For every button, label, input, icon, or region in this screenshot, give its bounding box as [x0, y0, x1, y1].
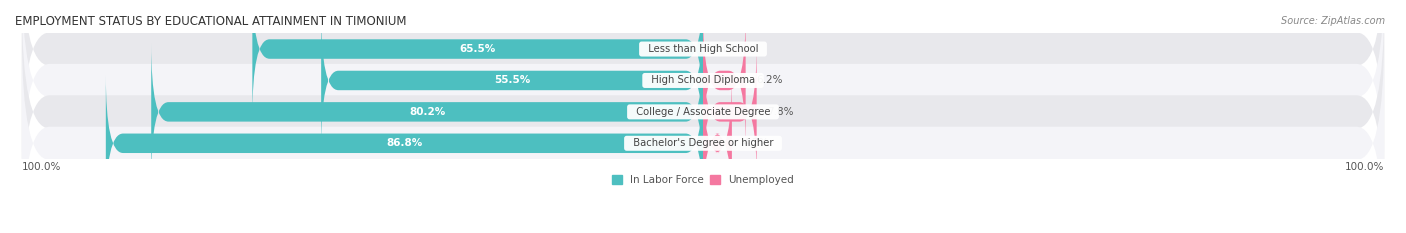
FancyBboxPatch shape: [105, 75, 703, 212]
FancyBboxPatch shape: [22, 3, 1384, 221]
Text: 6.2%: 6.2%: [756, 75, 783, 86]
Text: EMPLOYMENT STATUS BY EDUCATIONAL ATTAINMENT IN TIMONIUM: EMPLOYMENT STATUS BY EDUCATIONAL ATTAINM…: [15, 15, 406, 28]
Text: 80.2%: 80.2%: [409, 107, 446, 117]
Text: 86.8%: 86.8%: [387, 138, 423, 148]
Text: 100.0%: 100.0%: [22, 161, 62, 171]
FancyBboxPatch shape: [252, 0, 703, 118]
Text: Less than High School: Less than High School: [641, 44, 765, 54]
FancyBboxPatch shape: [22, 34, 1384, 233]
Text: College / Associate Degree: College / Associate Degree: [630, 107, 776, 117]
Text: Source: ZipAtlas.com: Source: ZipAtlas.com: [1281, 16, 1385, 26]
Text: Bachelor's Degree or higher: Bachelor's Degree or higher: [627, 138, 779, 148]
FancyBboxPatch shape: [703, 12, 745, 149]
FancyBboxPatch shape: [703, 75, 733, 212]
FancyBboxPatch shape: [321, 12, 703, 149]
Text: 100.0%: 100.0%: [1344, 161, 1384, 171]
Text: 4.2%: 4.2%: [742, 138, 769, 148]
FancyBboxPatch shape: [22, 0, 1384, 158]
FancyBboxPatch shape: [22, 0, 1384, 190]
Text: 0.0%: 0.0%: [713, 44, 740, 54]
FancyBboxPatch shape: [703, 43, 756, 181]
Legend: In Labor Force, Unemployed: In Labor Force, Unemployed: [609, 171, 797, 189]
Text: High School Diploma: High School Diploma: [645, 75, 761, 86]
FancyBboxPatch shape: [152, 43, 703, 181]
Text: 65.5%: 65.5%: [460, 44, 496, 54]
Text: 55.5%: 55.5%: [494, 75, 530, 86]
Text: 7.8%: 7.8%: [768, 107, 793, 117]
